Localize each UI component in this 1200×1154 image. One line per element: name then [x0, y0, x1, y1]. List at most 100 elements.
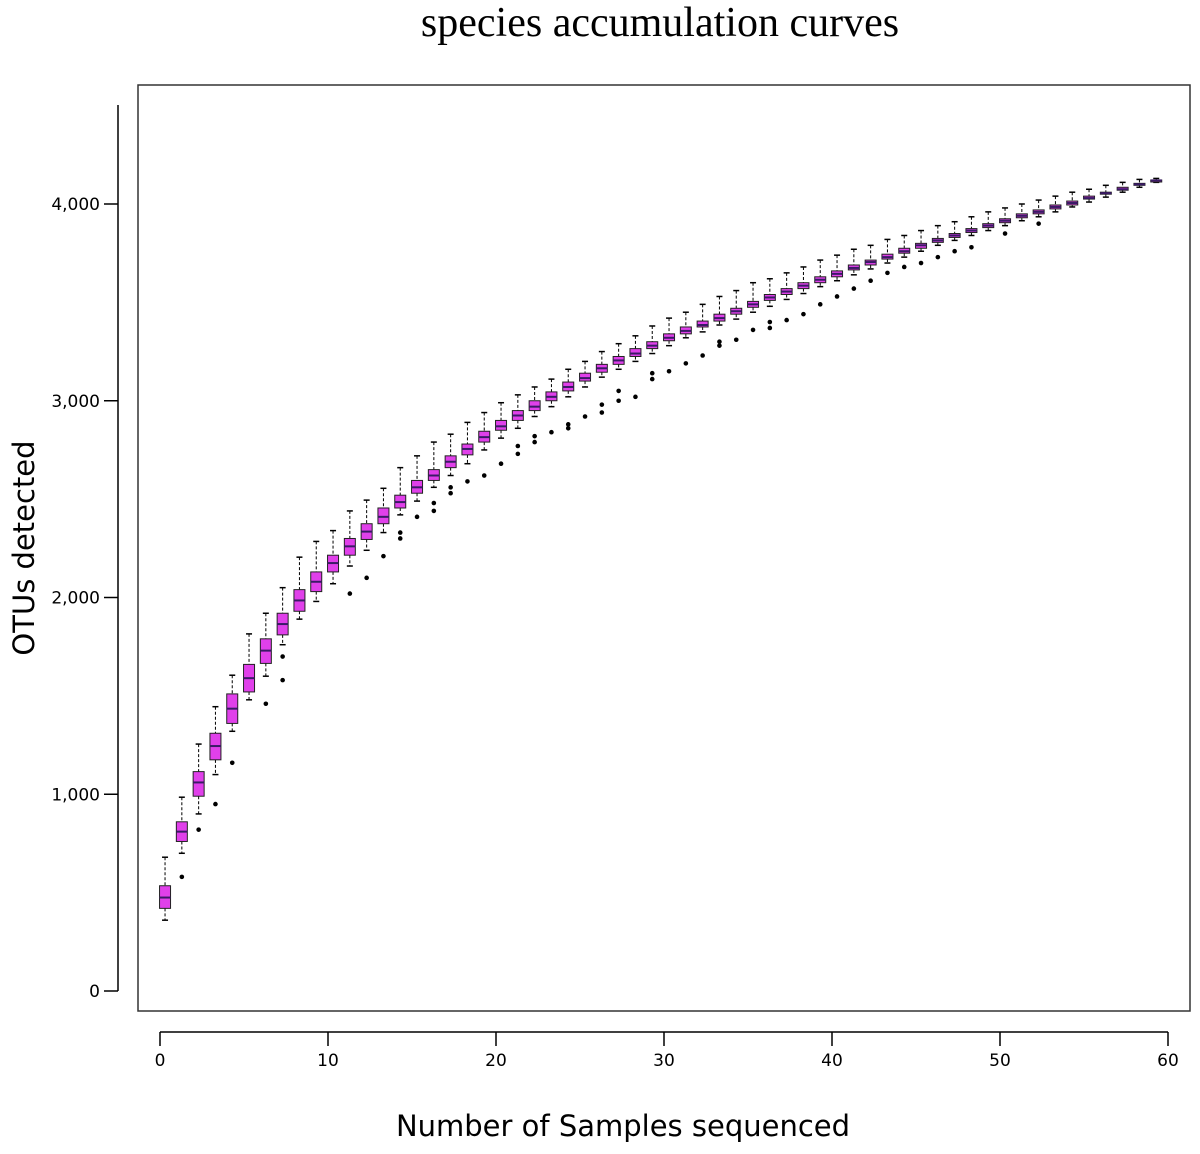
boxplot-item — [881, 238, 894, 264]
boxplot-item — [612, 342, 625, 371]
boxplot-item — [1066, 191, 1079, 208]
outlier-point — [280, 677, 285, 683]
boxplot-item — [982, 211, 995, 232]
y-axis-label: OTUs detected — [7, 440, 41, 655]
boxplot-item — [243, 633, 256, 701]
x-tick-label: 40 — [821, 1051, 843, 1071]
outlier-point — [582, 414, 588, 419]
outlier-point — [532, 433, 537, 439]
boxplot-item — [411, 455, 424, 502]
boxplot-item — [864, 244, 877, 270]
boxplot-item — [915, 229, 928, 252]
boxplot-item — [747, 281, 760, 313]
boxplot-item — [663, 317, 676, 347]
outlier-point — [817, 302, 823, 307]
boxplot-item — [797, 266, 810, 295]
boxplot-item — [511, 394, 524, 430]
boxplot-item — [444, 433, 457, 477]
outlier-point — [397, 536, 403, 541]
boxplot-item — [545, 378, 558, 408]
outlier-point — [448, 490, 453, 496]
boxplot-item — [931, 224, 944, 247]
boxplot-item — [646, 325, 659, 355]
boxplot-item — [478, 411, 491, 451]
outlier-point — [229, 760, 235, 766]
boxplot-item — [898, 234, 911, 258]
boxplot-item — [226, 674, 239, 733]
boxplot-item — [310, 540, 323, 603]
outlier-point — [213, 801, 218, 807]
outlier-point — [179, 874, 185, 880]
outlier-point — [952, 248, 957, 254]
boxplot-item — [831, 254, 844, 282]
x-tick-label: 0 — [155, 1051, 166, 1071]
outlier-point — [381, 553, 386, 559]
outlier-point — [498, 461, 504, 467]
boxplot-item — [595, 350, 608, 378]
outlier-point — [565, 422, 571, 427]
outlier-point — [364, 575, 369, 581]
outlier-point — [196, 827, 201, 832]
outlier-point — [515, 451, 521, 457]
boxplot-item — [377, 487, 390, 534]
outlier-point — [481, 473, 487, 478]
outlier-point — [935, 254, 941, 260]
boxplot-item — [948, 220, 961, 242]
boxplot-item — [679, 311, 692, 339]
boxplot-item — [1150, 177, 1163, 184]
boxplot-item — [730, 289, 743, 320]
boxplot-item — [159, 856, 172, 921]
outlier-point — [767, 319, 773, 325]
outlier-point — [868, 278, 873, 284]
outlier-point — [717, 343, 722, 348]
box-iqr — [192, 771, 205, 797]
x-tick-label: 60 — [1157, 1051, 1179, 1071]
boxplot-item — [763, 278, 776, 308]
boxplot-item — [293, 556, 306, 620]
x-axis-label: Number of Samples sequenced — [396, 1109, 850, 1143]
outlier-point — [280, 654, 285, 659]
outlier-point — [1002, 231, 1008, 236]
outlier-point — [431, 500, 437, 506]
outlier-point — [633, 394, 638, 400]
boxplot-item — [999, 207, 1012, 227]
outlier-point — [532, 439, 537, 445]
outlier-point — [784, 317, 789, 323]
boxplot-item — [343, 510, 356, 567]
boxplot-item — [713, 295, 726, 326]
boxplot-item — [394, 466, 407, 516]
boxplot-item — [1032, 199, 1045, 218]
outlier-point — [683, 361, 689, 366]
outlier-points — [179, 221, 1041, 880]
y-tick-label: 4,000 — [51, 195, 100, 215]
boxplot-item — [1133, 178, 1146, 189]
outlier-point — [801, 311, 806, 317]
outlier-point — [616, 388, 621, 394]
x-axis-ticks: 0 10 20 30 40 50 60 — [155, 1032, 1179, 1071]
outlier-point — [397, 530, 403, 535]
outlier-point — [649, 376, 655, 382]
outlier-point — [414, 514, 420, 520]
outlier-point — [599, 402, 605, 407]
outlier-point — [901, 264, 907, 270]
boxplot-item — [209, 705, 222, 776]
outlier-point — [1036, 221, 1041, 226]
boxplot-item — [1099, 184, 1112, 198]
boxplot-item — [579, 360, 592, 388]
boxplot-item — [780, 272, 793, 301]
outlier-point — [767, 325, 773, 331]
outlier-point — [717, 339, 722, 345]
outlier-point — [599, 410, 605, 415]
outlier-point — [733, 337, 739, 343]
boxplot-item — [461, 421, 474, 465]
boxplot-item — [259, 612, 272, 677]
boxplot-item — [495, 401, 508, 439]
chart-title: species accumulation curves — [421, 0, 899, 46]
boxplot-item — [528, 386, 541, 418]
boxplot-item — [360, 499, 373, 552]
outlier-point — [549, 429, 554, 435]
boxplot-item — [427, 441, 440, 489]
outlier-point — [700, 353, 705, 358]
boxplot-item — [696, 303, 709, 333]
